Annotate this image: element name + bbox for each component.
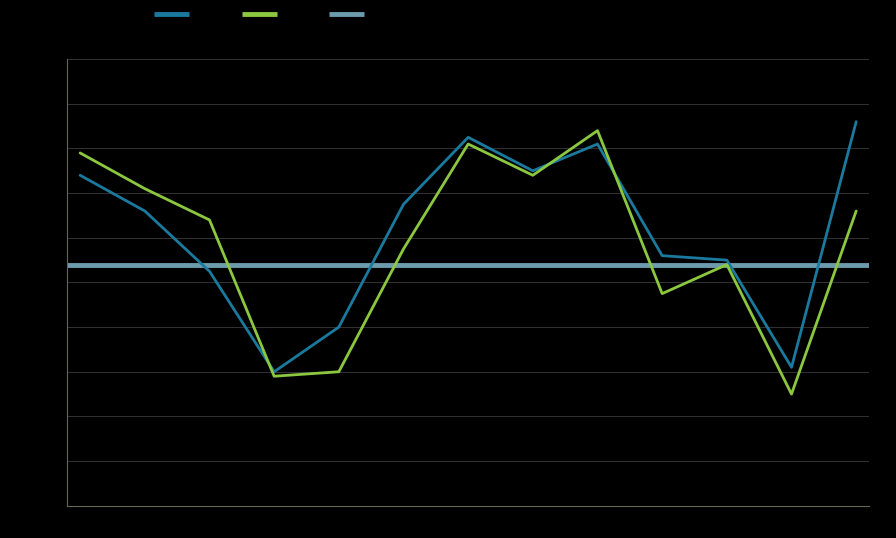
Legend: , , : , , xyxy=(154,8,368,22)
